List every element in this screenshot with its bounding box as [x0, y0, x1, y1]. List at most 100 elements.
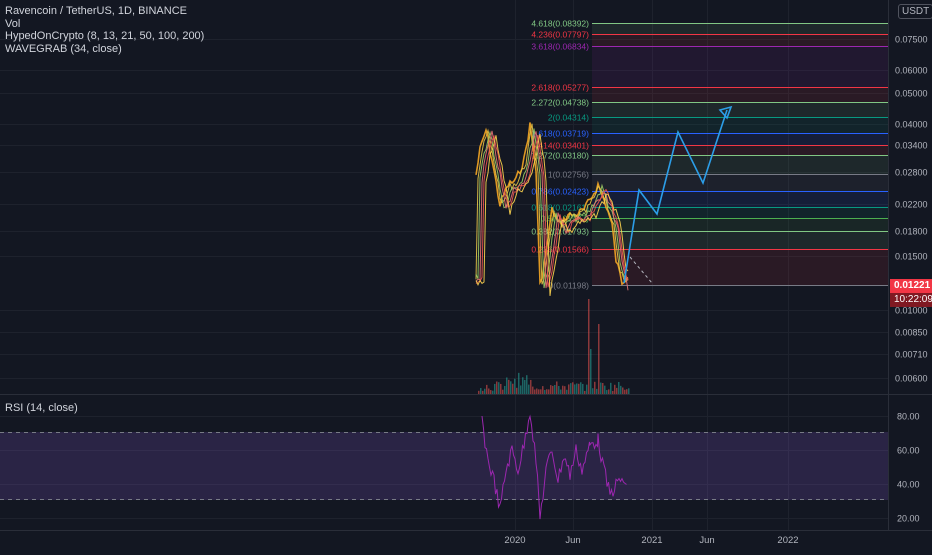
price-axis-label: 0.03400 — [895, 141, 928, 151]
volume-bar — [500, 383, 502, 394]
grid — [0, 0, 888, 530]
volume-bar — [586, 384, 588, 394]
fib-label: 3.618(0.06834) — [531, 42, 589, 52]
fib-label: 0.786(0.02423) — [531, 187, 589, 197]
volume-bar — [592, 388, 594, 394]
volume-bar — [508, 379, 510, 394]
volume-bar — [584, 390, 586, 394]
volume-bar — [540, 389, 542, 394]
volume-bar — [514, 378, 516, 394]
volume-bar — [574, 384, 576, 394]
volume-bar — [526, 375, 528, 394]
price-axis-label: 0.07500 — [895, 35, 928, 45]
projection-arrowhead — [718, 105, 733, 120]
volume-bar — [490, 390, 492, 394]
volume-bar — [610, 382, 612, 394]
volume-bar — [552, 385, 554, 394]
fib-label: 0(0.01198) — [549, 281, 590, 291]
rsi-axis-label: 60.00 — [897, 446, 920, 456]
rsi-axis-label: 80.00 — [897, 412, 920, 422]
price-axis-label: 0.01500 — [895, 252, 928, 262]
fib-band — [592, 117, 888, 133]
fib-band — [592, 102, 888, 117]
volume-bar — [524, 379, 526, 394]
fib-label: 1.618(0.03719) — [531, 129, 589, 139]
volume-bars — [478, 299, 630, 394]
volume-bar — [556, 381, 558, 394]
fib-label: 1.272(0.03180) — [531, 151, 589, 161]
volume-bar — [538, 389, 540, 394]
volume-bar — [492, 390, 494, 394]
fib-level-lines[interactable] — [592, 23, 888, 286]
volume-bar — [562, 385, 564, 394]
moving-average-line — [475, 134, 629, 288]
volume-bar — [542, 386, 544, 394]
fib-label: 4.236(0.07797) — [531, 30, 589, 40]
price-axis-label: 0.02200 — [895, 200, 928, 210]
price-axis-label: 0.06000 — [895, 66, 928, 76]
fib-band — [592, 249, 888, 285]
fib-band — [592, 133, 888, 145]
volume-bar — [580, 382, 582, 394]
volume-bar — [532, 386, 534, 394]
rsi-axis[interactable]: 80.00 60.00 40.00 20.00 — [897, 412, 920, 524]
fib-label: 2.618(0.05277) — [531, 83, 589, 93]
volume-bar — [558, 385, 560, 394]
volume-bar — [546, 389, 548, 394]
fib-label: 2(0.04314) — [548, 113, 589, 123]
volume-bar — [606, 390, 608, 394]
volume-bar — [596, 388, 598, 394]
volume-bar — [624, 389, 626, 394]
volume-bar — [560, 389, 562, 394]
volume-bar — [550, 385, 552, 394]
fib-band — [592, 191, 888, 207]
volume-bar — [522, 377, 524, 394]
volume-bar — [588, 299, 590, 394]
chart-legend: Ravencoin / TetherUS, 1D, BINANCE Vol Hy… — [5, 5, 204, 55]
volume-bar — [486, 384, 488, 394]
volume-bar — [594, 381, 596, 394]
fib-band — [592, 174, 888, 191]
price-axis-label: 0.04000 — [895, 120, 928, 130]
volume-bar — [478, 390, 480, 394]
volume-bar — [528, 384, 530, 394]
price-axis-label: 0.00600 — [895, 374, 928, 384]
volume-bar — [482, 390, 484, 394]
currency-badge[interactable]: USDT — [898, 4, 932, 19]
rsi-band — [0, 432, 888, 500]
price-axis[interactable]: 0.07500 0.06000 0.05000 0.04000 0.03400 0.028… — [895, 35, 928, 384]
volume-bar — [510, 381, 512, 394]
fib-band — [592, 46, 888, 87]
projection-path[interactable] — [623, 109, 728, 284]
price-axis-label: 0.05000 — [895, 89, 928, 99]
volume-bar — [614, 384, 616, 394]
volume-bar — [608, 389, 610, 394]
indicator-wavegrab[interactable]: WAVEGRAB (34, close) — [5, 42, 122, 55]
volume-legend[interactable]: Vol — [5, 17, 21, 30]
volume-bar — [502, 389, 504, 394]
time-axis-label: Jun — [699, 535, 714, 546]
volume-bar — [616, 387, 618, 394]
volume-bar — [536, 388, 538, 394]
time-axis-label: 2021 — [641, 535, 662, 546]
volume-bar — [498, 382, 500, 394]
symbol-title[interactable]: Ravencoin / TetherUS, 1D, BINANCE — [5, 5, 187, 17]
countdown-tag: 10:22:09 — [890, 293, 932, 307]
volume-bar — [506, 377, 508, 394]
fib-label: 2.272(0.04738) — [531, 98, 589, 108]
volume-bar — [590, 349, 592, 394]
volume-bar — [604, 385, 606, 394]
rsi-legend[interactable]: RSI (14, close) — [5, 402, 78, 414]
volume-bar — [582, 383, 584, 394]
volume-bar — [626, 389, 628, 394]
volume-bar — [602, 382, 604, 394]
indicator-hypedoncrypto[interactable]: HypedOnCrypto (8, 13, 21, 50, 100, 200) — [5, 30, 205, 42]
time-axis[interactable]: 2020 Jun 2021 Jun 2022 — [504, 535, 798, 546]
volume-bar — [554, 384, 556, 394]
fib-band — [592, 145, 888, 155]
volume-bar — [566, 389, 568, 394]
moving-average-line — [475, 123, 629, 285]
price-axis-label: 0.01800 — [895, 227, 928, 237]
